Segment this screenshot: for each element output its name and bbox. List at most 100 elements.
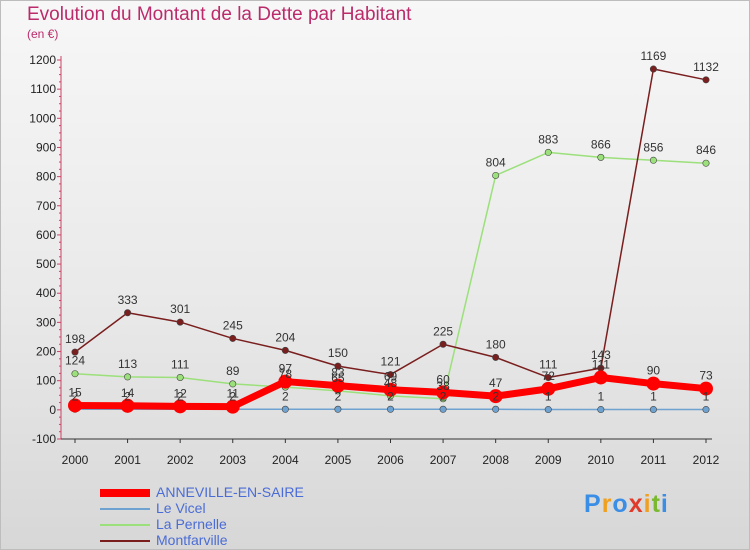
proxiti-logo: Proxiti (584, 490, 669, 519)
y-tick-label: 400 (36, 286, 56, 300)
data-point (334, 362, 342, 370)
data-point (646, 376, 661, 391)
data-label: 856 (643, 140, 663, 154)
data-label: 1169 (641, 49, 667, 63)
data-label: 111 (539, 357, 558, 371)
data-label: 150 (328, 346, 348, 360)
data-label: 2 (440, 389, 447, 403)
x-tick-label: 2005 (325, 453, 352, 467)
y-tick-label: 600 (36, 228, 56, 242)
logo-letter: t (651, 490, 661, 518)
logo-letter: r (601, 490, 613, 518)
data-point (334, 405, 342, 413)
data-label: 72 (542, 369, 556, 383)
data-point (597, 153, 605, 161)
data-point (173, 399, 188, 414)
data-label: 804 (486, 155, 506, 169)
x-tick-label: 2009 (535, 453, 562, 467)
data-point (544, 406, 552, 414)
data-label: 2 (72, 389, 79, 403)
data-label: 89 (226, 364, 240, 378)
data-label: 2 (282, 389, 289, 403)
data-label: 2 (124, 389, 131, 403)
data-point (699, 381, 713, 396)
data-label: 38 (436, 379, 450, 393)
x-tick-label: 2006 (377, 453, 404, 467)
y-tick-label: 800 (36, 170, 56, 184)
y-tick-label: 0 (49, 403, 56, 417)
legend-label: ANNEVILLE-EN-SAIRE (156, 484, 304, 500)
x-tick-label: 2012 (693, 453, 720, 467)
data-label: 73 (699, 369, 713, 383)
y-tick-label: 300 (36, 315, 56, 329)
data-point (597, 406, 605, 414)
x-tick-label: 2001 (114, 453, 141, 467)
legend-label: Montfarville (156, 532, 228, 548)
series-montfarville (71, 65, 710, 381)
x-tick-label: 2003 (219, 453, 246, 467)
data-point (488, 389, 503, 404)
data-label: 2 (177, 389, 184, 403)
chart-title: Evolution du Montant de la Dette par Hab… (27, 4, 412, 25)
data-label: 1 (703, 390, 710, 404)
data-label: 1 (545, 390, 552, 404)
x-tick-label: 2010 (587, 453, 614, 467)
data-point (436, 385, 451, 400)
x-tick-label: 2004 (272, 453, 299, 467)
data-point (330, 378, 345, 393)
y-tick-label: 100 (36, 374, 56, 388)
legend-swatch (100, 508, 150, 510)
x-tick-label: 2007 (430, 453, 457, 467)
legend-swatch (100, 540, 150, 542)
data-point (492, 353, 500, 361)
data-point (71, 348, 79, 356)
data-label: 333 (118, 293, 138, 307)
data-point (281, 346, 289, 354)
data-label: 1 (597, 390, 604, 404)
data-label: 883 (538, 132, 558, 146)
data-point (439, 405, 447, 413)
logo-letter: i (660, 490, 669, 518)
data-point (176, 373, 184, 381)
data-label: 204 (275, 330, 295, 344)
data-label: 121 (380, 355, 400, 369)
data-point (278, 374, 293, 389)
legend-item: ANNEVILLE-EN-SAIRE (100, 484, 400, 500)
data-point (649, 406, 657, 414)
data-label: 83 (331, 366, 345, 380)
data-point (176, 318, 184, 326)
data-label: 48 (384, 376, 398, 390)
y-tick-label: -100 (32, 432, 56, 446)
data-point (386, 371, 394, 379)
data-label: 111 (592, 357, 611, 371)
logo-letter: x (628, 490, 644, 518)
data-point (702, 406, 710, 414)
data-label: 124 (65, 354, 85, 368)
data-label: 846 (696, 143, 716, 157)
y-tick-label: 1100 (30, 82, 56, 96)
data-point (541, 381, 556, 396)
data-label: 97 (279, 362, 293, 376)
data-label: 12 (173, 386, 187, 400)
data-point (229, 334, 237, 342)
data-label: 11 (227, 387, 240, 401)
data-label: 143 (591, 348, 611, 362)
data-point (124, 309, 132, 317)
data-label: 47 (489, 376, 503, 390)
data-point (544, 373, 552, 381)
data-label: 180 (486, 337, 506, 351)
logo-letter: P (584, 490, 602, 518)
data-label: 113 (118, 357, 137, 371)
legend-swatch (100, 489, 150, 497)
legend-swatch (100, 524, 150, 526)
legend-label: Le Vicel (156, 500, 206, 516)
data-label: 2 (492, 389, 499, 403)
data-label: 65 (331, 371, 345, 385)
y-tick-label: 500 (36, 257, 56, 271)
data-label: 90 (647, 364, 661, 378)
data-point (383, 382, 398, 397)
data-point (386, 405, 394, 413)
x-tick-label: 2008 (482, 453, 509, 467)
data-point (281, 405, 289, 413)
